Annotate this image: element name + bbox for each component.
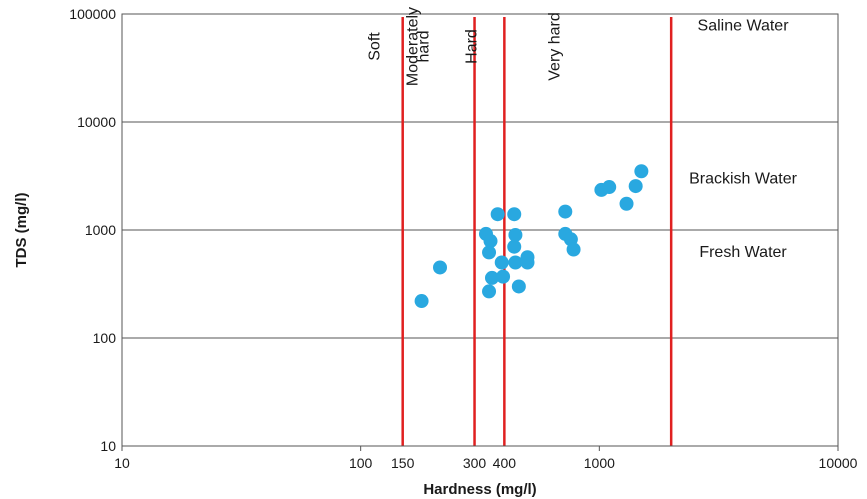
data-point — [483, 234, 498, 249]
data-point — [507, 207, 522, 222]
data-point — [433, 260, 448, 275]
water-zone-label: Brackish Water — [689, 170, 798, 187]
x-tick-label: 10000 — [819, 455, 858, 471]
y-tick-label: 1000 — [85, 222, 116, 238]
threshold-label: 300 — [463, 455, 487, 471]
data-point — [619, 196, 634, 211]
threshold-label: 400 — [493, 455, 517, 471]
hardness-class-label: Soft — [367, 32, 384, 61]
data-point — [566, 242, 581, 257]
x-tick-label: 100 — [349, 455, 373, 471]
data-point — [484, 270, 499, 285]
data-point — [634, 164, 649, 179]
data-point — [628, 179, 643, 194]
data-point — [482, 245, 497, 260]
hardness-class-label: hard — [415, 30, 432, 62]
hardness-class-label: Very hard — [546, 12, 563, 80]
data-point — [496, 269, 511, 284]
data-point — [482, 284, 497, 299]
y-tick-label: 100000 — [69, 6, 116, 22]
plot-frame — [121, 13, 839, 451]
water-zone-label: Saline Water — [698, 18, 790, 35]
y-tick-label: 100 — [93, 330, 117, 346]
y-tick-label: 10000 — [77, 114, 116, 130]
data-point — [494, 255, 509, 270]
hardness-threshold-lines — [401, 17, 673, 446]
x-axis-title: Hardness (mg/l) — [423, 481, 536, 498]
hardness-class-label: Moderately — [404, 7, 421, 86]
data-point — [508, 255, 523, 270]
data-point — [508, 227, 523, 242]
gridlines — [122, 13, 838, 447]
threshold-label: 150 — [391, 455, 415, 471]
data-point — [490, 207, 505, 222]
data-points — [414, 164, 649, 309]
y-tick-label: 10 — [100, 438, 116, 454]
data-point — [520, 250, 535, 265]
data-point — [414, 294, 429, 309]
y-axis-title: TDS (mg/l) — [13, 193, 30, 268]
x-tick-label: 1000 — [584, 455, 615, 471]
data-point — [558, 204, 573, 219]
tick-labels: 10 100 1000 10000 100000 10 100 1000 10000 150 300… — [69, 6, 857, 471]
water-zone-label: Fresh Water — [699, 244, 787, 261]
data-point — [507, 239, 522, 254]
data-point — [602, 180, 617, 195]
x-tick-label: 10 — [114, 455, 130, 471]
hardness-class-label: Hard — [463, 29, 480, 64]
plot-area-border — [121, 13, 839, 447]
data-point — [511, 279, 526, 294]
